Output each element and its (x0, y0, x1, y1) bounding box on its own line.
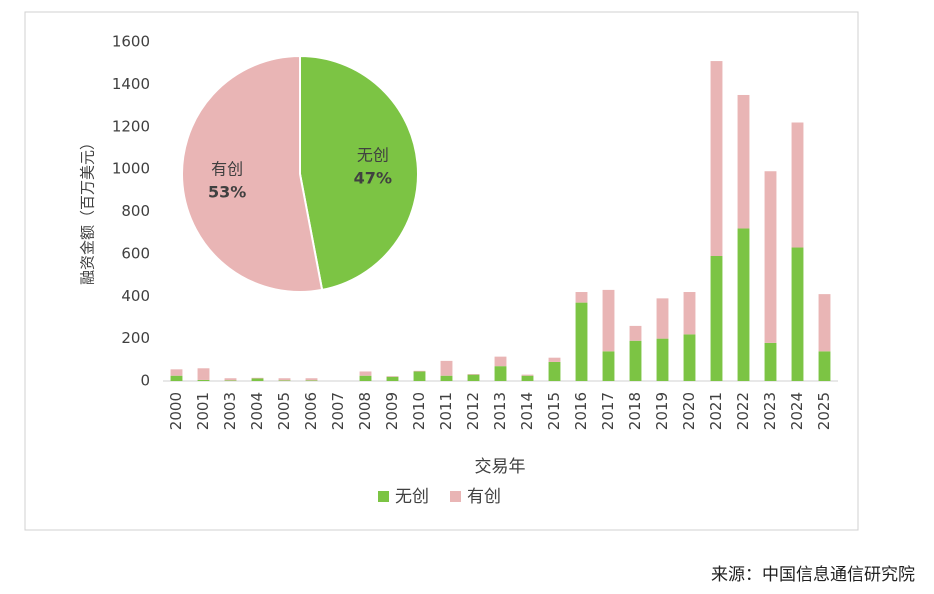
x-tick-label: 2024 (788, 392, 806, 430)
x-axis-title: 交易年 (475, 457, 526, 477)
x-tick-label: 2011 (437, 392, 455, 430)
x-tick-label: 2008 (356, 392, 374, 430)
bar (224, 380, 237, 381)
x-tick-label: 2013 (491, 392, 509, 430)
bar (710, 61, 723, 256)
bar (575, 302, 588, 381)
bar (521, 374, 534, 376)
bar (629, 340, 642, 381)
bar (440, 375, 453, 381)
bar (629, 325, 642, 341)
bar (251, 378, 264, 381)
bar (737, 94, 750, 229)
pie-label: 无创 (357, 146, 389, 165)
bar (818, 294, 831, 352)
pie-label: 有创 (211, 159, 243, 178)
x-tick-label: 2025 (815, 392, 833, 430)
x-tick-label: 2017 (599, 392, 617, 430)
bar (791, 247, 804, 381)
bar (737, 228, 750, 381)
legend-label: 无创 (395, 487, 429, 507)
x-tick-label: 2023 (761, 392, 779, 430)
bar (440, 360, 453, 376)
bar (764, 342, 777, 381)
pie-value-label: 47% (354, 169, 392, 188)
bar (170, 369, 183, 376)
bar (197, 368, 210, 380)
bar (656, 338, 669, 381)
x-tick-label: 2007 (329, 392, 347, 430)
legend-swatch (378, 491, 389, 502)
y-tick-label: 1600 (112, 33, 150, 51)
x-tick-label: 2012 (464, 392, 482, 430)
x-tick-label: 2005 (275, 392, 293, 430)
y-tick-label: 1000 (112, 160, 150, 178)
bar (494, 366, 507, 381)
bar (683, 334, 696, 381)
y-tick-label: 400 (121, 287, 150, 305)
bar (683, 292, 696, 335)
bar (467, 374, 480, 381)
bar (305, 380, 318, 381)
x-tick-label: 2003 (221, 392, 239, 430)
y-tick-label: 1400 (112, 75, 150, 93)
x-tick-label: 2020 (680, 392, 698, 430)
y-tick-label: 0 (140, 372, 150, 390)
x-tick-label: 2000 (167, 392, 185, 430)
bar (359, 375, 372, 381)
bar (467, 374, 480, 375)
bar (413, 370, 426, 372)
bar (197, 379, 210, 381)
bar (602, 351, 615, 381)
bar (710, 255, 723, 381)
x-tick-label: 2016 (572, 392, 590, 430)
bar (386, 376, 399, 377)
pie-slice (181, 54, 324, 293)
pie-value-label: 53% (208, 182, 246, 201)
x-tick-label: 2014 (518, 392, 536, 430)
x-tick-label: 2021 (707, 392, 725, 430)
source: 来源：中国信息通信研究院 (711, 565, 915, 585)
x-tick-label: 2015 (545, 392, 563, 430)
bar (791, 122, 804, 248)
bar (170, 375, 183, 381)
bar (548, 357, 561, 362)
y-axis-title: 融资金额（百万美元） (79, 135, 97, 285)
bar (494, 356, 507, 367)
legend-label: 有创 (467, 487, 501, 507)
x-tick-label: 2001 (194, 392, 212, 430)
bar (575, 292, 588, 303)
y-tick-label: 600 (121, 244, 150, 262)
y-tick-label: 800 (121, 202, 150, 220)
bar (251, 377, 264, 379)
x-tick-label: 2006 (302, 392, 320, 430)
y-tick-label: 200 (121, 329, 150, 347)
x-tick-label: 2018 (626, 392, 644, 430)
x-tick-label: 2009 (383, 392, 401, 430)
legend-swatch (450, 491, 461, 502)
bar (278, 378, 291, 381)
bar (764, 171, 777, 343)
bar (818, 351, 831, 381)
bar (602, 289, 615, 352)
x-tick-label: 2019 (653, 392, 671, 430)
bar (224, 378, 237, 381)
bar (305, 378, 318, 381)
x-tick-label: 2004 (248, 392, 266, 430)
bar (413, 371, 426, 381)
bar (548, 361, 561, 381)
bar (386, 376, 399, 381)
x-tick-label: 2010 (410, 392, 428, 430)
bar (521, 375, 534, 381)
bar (359, 371, 372, 376)
x-tick-label: 2022 (734, 392, 752, 430)
y-tick-label: 1200 (112, 117, 150, 135)
pie-slice (299, 54, 419, 292)
bar (278, 380, 291, 381)
bar (656, 298, 669, 339)
